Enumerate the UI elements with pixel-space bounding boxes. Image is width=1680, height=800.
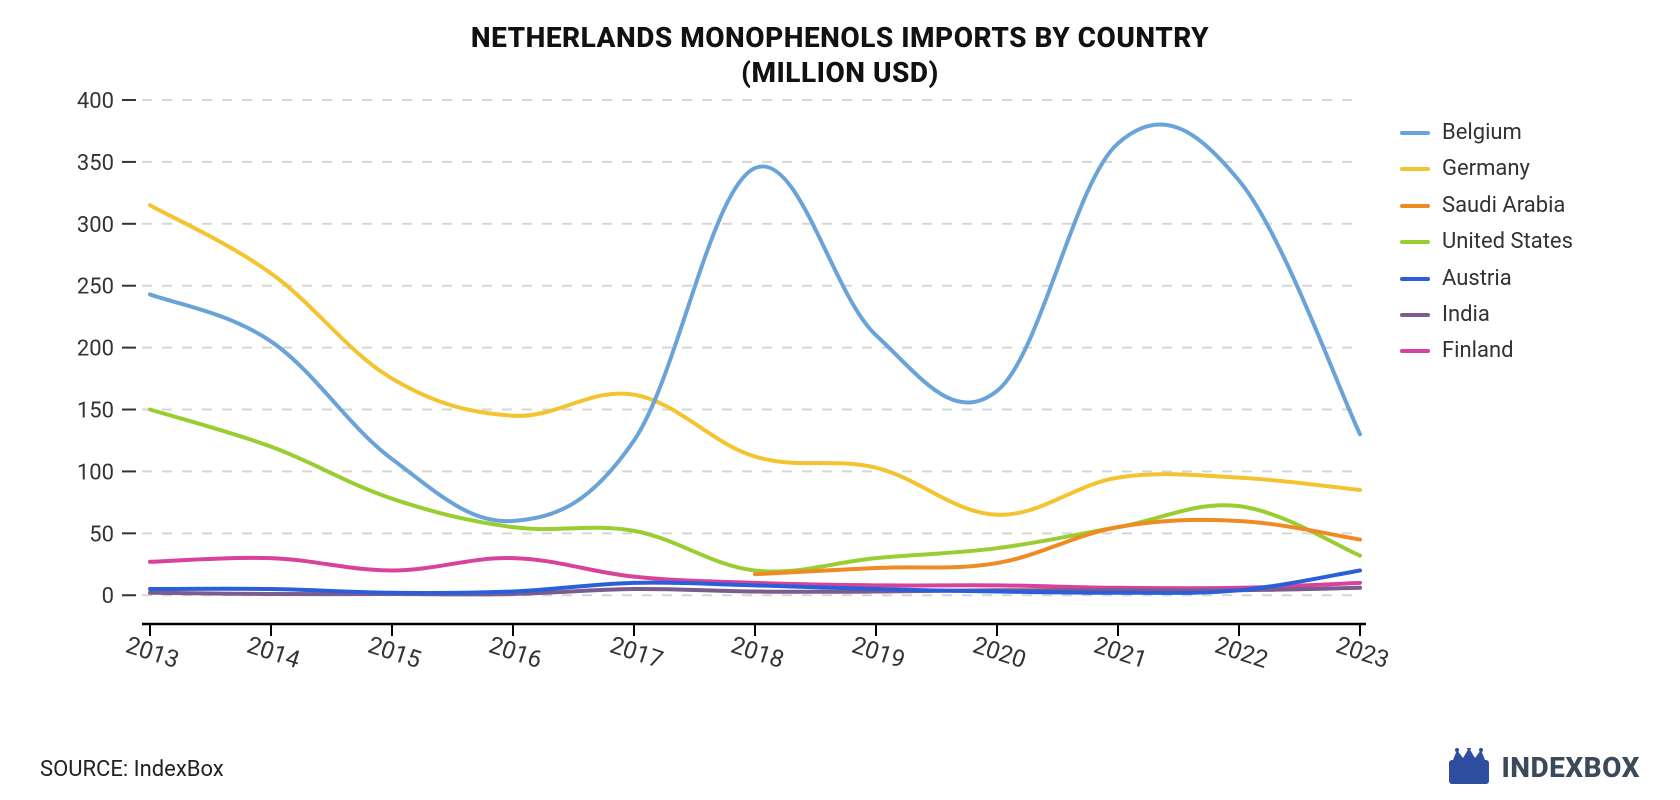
svg-text:350: 350: [77, 151, 114, 176]
svg-text:300: 300: [77, 213, 114, 238]
legend-item-india: India: [1400, 302, 1660, 328]
brand-logo: INDEXBOX: [1447, 748, 1640, 786]
legend-item-finland: Finland: [1400, 338, 1660, 364]
source-label: SOURCE: IndexBox: [40, 757, 224, 782]
svg-text:250: 250: [77, 275, 114, 300]
svg-text:2016: 2016: [485, 631, 545, 674]
legend-label: Austria: [1442, 266, 1512, 292]
svg-text:400: 400: [77, 89, 114, 114]
svg-text:2020: 2020: [969, 631, 1029, 674]
svg-text:2014: 2014: [243, 631, 303, 674]
legend-label: Belgium: [1442, 120, 1522, 146]
legend-label: Germany: [1442, 156, 1530, 182]
plot-svg: 0501001502002503003504002013201420152016…: [100, 100, 1380, 660]
chart-title: NETHERLANDS MONOPHENOLS IMPORTS BY COUNT…: [0, 20, 1680, 90]
svg-text:200: 200: [77, 337, 114, 362]
svg-text:0: 0: [102, 584, 114, 609]
legend-label: Finland: [1442, 338, 1514, 364]
crown-box-icon: [1447, 748, 1491, 786]
plot-area: 0501001502002503003504002013201420152016…: [100, 100, 1380, 660]
series-belgium: [150, 124, 1360, 521]
title-line-2: (MILLION USD): [741, 56, 939, 89]
legend-item-saudi-arabia: Saudi Arabia: [1400, 193, 1660, 219]
legend-item-belgium: Belgium: [1400, 120, 1660, 146]
svg-text:2021: 2021: [1090, 631, 1150, 674]
title-line-1: NETHERLANDS MONOPHENOLS IMPORTS BY COUNT…: [471, 21, 1209, 54]
legend-item-united-states: United States: [1400, 229, 1660, 255]
legend-swatch: [1400, 131, 1430, 135]
logo-text: INDEXBOX: [1501, 751, 1640, 784]
legend-item-germany: Germany: [1400, 156, 1660, 182]
legend-swatch: [1400, 204, 1430, 208]
legend-swatch: [1400, 240, 1430, 244]
svg-text:50: 50: [89, 522, 114, 547]
legend-swatch: [1400, 349, 1430, 353]
legend-swatch: [1400, 167, 1430, 171]
series-saudi-arabia: [755, 520, 1360, 574]
legend: Belgium Germany Saudi Arabia United States A…: [1400, 120, 1660, 375]
series-germany: [150, 205, 1360, 515]
svg-text:2017: 2017: [606, 631, 666, 674]
svg-text:150: 150: [77, 399, 114, 424]
svg-text:100: 100: [77, 460, 114, 485]
svg-text:2023: 2023: [1332, 631, 1392, 674]
legend-item-austria: Austria: [1400, 266, 1660, 292]
svg-text:2013: 2013: [122, 631, 182, 674]
legend-label: United States: [1442, 229, 1573, 255]
legend-swatch: [1400, 313, 1430, 317]
legend-swatch: [1400, 277, 1430, 281]
chart-container: NETHERLANDS MONOPHENOLS IMPORTS BY COUNT…: [0, 0, 1680, 800]
svg-text:2019: 2019: [848, 631, 908, 674]
legend-label: India: [1442, 302, 1490, 328]
svg-text:2018: 2018: [727, 631, 787, 674]
legend-label: Saudi Arabia: [1442, 193, 1565, 219]
svg-text:2015: 2015: [364, 631, 424, 674]
series-united-states: [150, 410, 1360, 572]
svg-text:2022: 2022: [1211, 631, 1271, 674]
